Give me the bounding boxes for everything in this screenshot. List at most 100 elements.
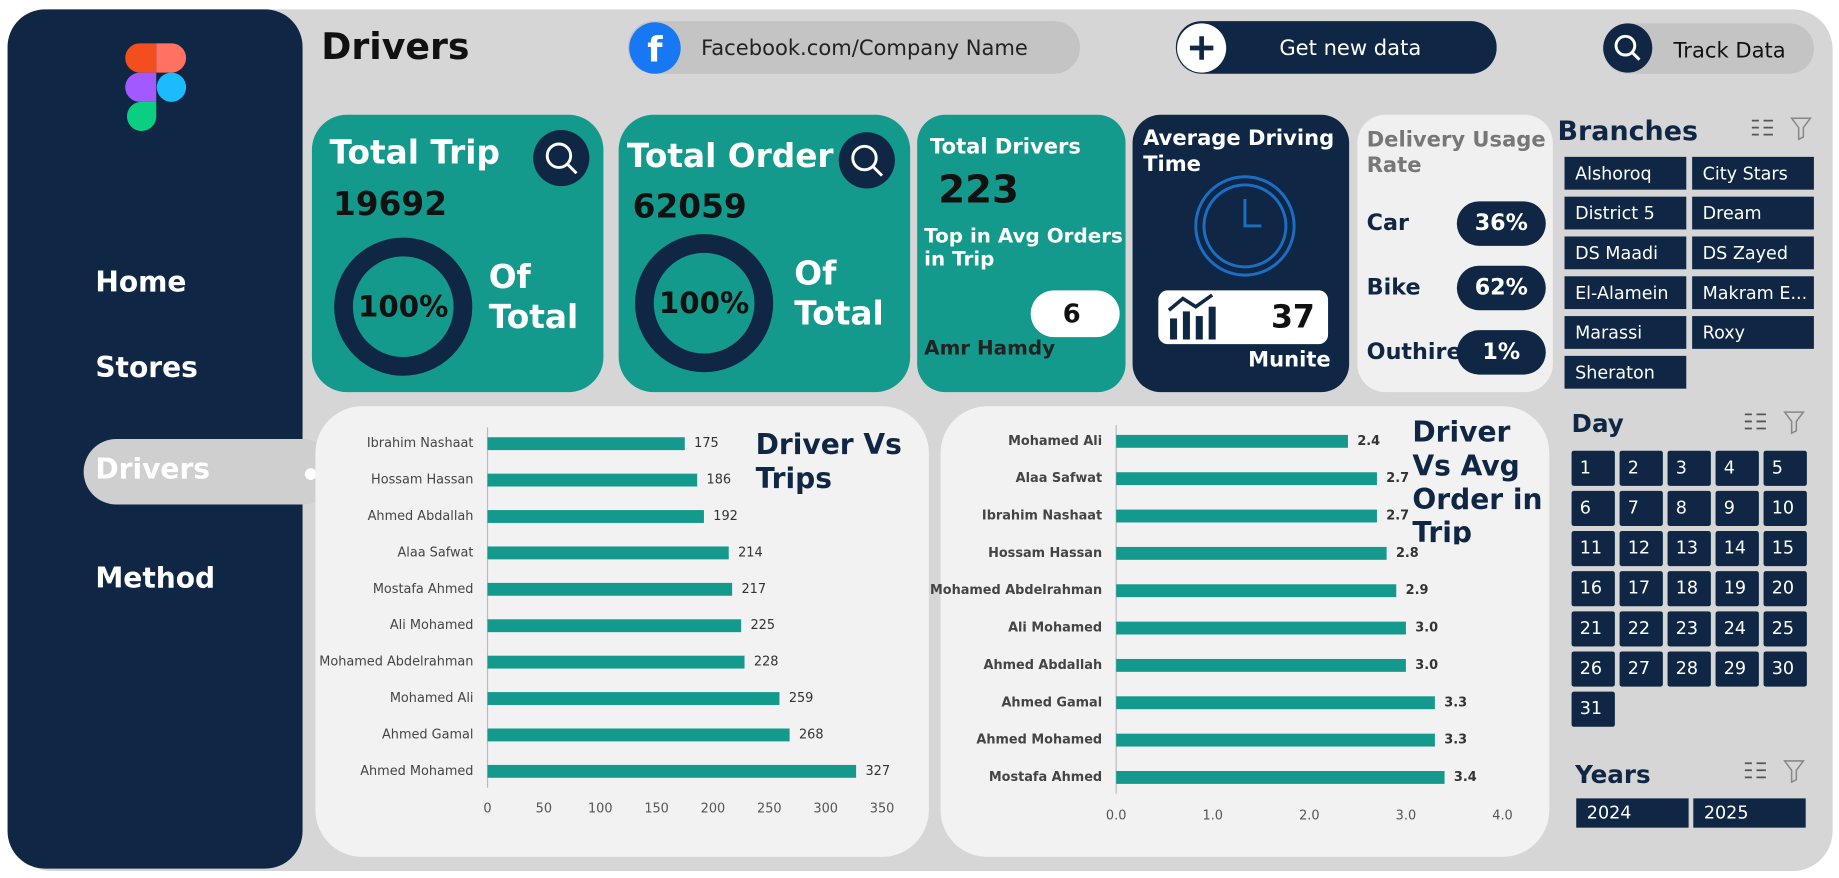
branch-label: City Stars (1703, 164, 1788, 184)
day-label: 12 (1628, 539, 1650, 559)
day-button[interactable] (1571, 490, 1615, 526)
facebook-link: Facebook.com/Company Name (701, 35, 1028, 60)
day-label: 17 (1628, 579, 1650, 599)
day-button[interactable] (1763, 611, 1807, 647)
kpi-note: Of Total (488, 257, 579, 336)
data-label: 3.0 (1415, 658, 1438, 673)
kpi-percent: 100% (659, 286, 749, 320)
slicer-icon (1751, 119, 1773, 136)
branch-button[interactable] (1692, 276, 1814, 310)
usage-value: 1% (1482, 339, 1520, 365)
day-button[interactable] (1763, 651, 1807, 687)
data-label: 2.7 (1386, 509, 1409, 524)
x-tick-label: 0 (483, 801, 491, 816)
y-tick-label: Mohamed Ali (1008, 434, 1102, 449)
day-button[interactable] (1619, 490, 1663, 526)
branch-button[interactable] (1564, 276, 1687, 310)
bar (487, 619, 742, 633)
day-button[interactable] (1715, 531, 1759, 567)
day-button[interactable] (1715, 571, 1759, 607)
year-button[interactable] (1576, 798, 1689, 828)
day-label: 21 (1580, 619, 1602, 639)
branch-button[interactable] (1564, 156, 1687, 190)
bar (1116, 658, 1406, 672)
day-button[interactable] (1763, 450, 1807, 486)
branch-button[interactable] (1692, 236, 1814, 270)
kpi-sublabel-box: Top in Avg Orders in Trip (924, 225, 1123, 272)
day-button[interactable] (1715, 651, 1759, 687)
day-button[interactable] (1571, 571, 1615, 607)
kpi-label-box: Delivery Usage Rate (1367, 128, 1546, 178)
day-button[interactable] (1763, 531, 1807, 567)
data-label: 192 (713, 509, 738, 524)
data-label: 2.7 (1386, 471, 1409, 486)
day-button[interactable] (1571, 531, 1615, 567)
day-button[interactable] (1619, 611, 1663, 647)
data-label: 268 (799, 727, 824, 742)
day-button[interactable] (1715, 611, 1759, 647)
usage-value: 36% (1475, 210, 1528, 236)
usage-name: Car (1367, 210, 1409, 236)
day-button[interactable] (1667, 531, 1711, 567)
x-tick-label: 300 (813, 801, 838, 816)
bar (487, 510, 704, 523)
branch-button[interactable] (1564, 316, 1687, 349)
kpi-unit: Munite (1248, 347, 1331, 372)
day-label: 19 (1724, 579, 1746, 599)
branch-button[interactable] (1692, 156, 1814, 190)
branch-button[interactable] (1692, 316, 1814, 349)
bar (487, 473, 698, 487)
data-label: 217 (741, 582, 766, 597)
nav-item: Home (95, 265, 186, 298)
day-label: 11 (1580, 539, 1602, 559)
day-button[interactable] (1763, 571, 1807, 607)
day-button[interactable] (1667, 611, 1711, 647)
filter-icon (1783, 760, 1805, 784)
branch-button[interactable] (1564, 236, 1687, 270)
y-tick-label: Ahmed Mohamed (360, 764, 473, 779)
chart-title-box: Driver Vs Avg Order in Trip (1412, 416, 1542, 545)
track-button[interactable] (1603, 23, 1814, 74)
day-label: 5 (1772, 458, 1783, 478)
get-data-button[interactable] (1175, 21, 1497, 74)
day-label: 3 (1676, 458, 1687, 478)
day-label: 24 (1724, 619, 1746, 639)
x-tick-label: 0.0 (1106, 808, 1126, 823)
day-button[interactable] (1571, 651, 1615, 687)
day-label: 16 (1580, 579, 1602, 599)
day-button[interactable] (1667, 571, 1711, 607)
branch-button[interactable] (1564, 355, 1687, 389)
day-button[interactable] (1667, 450, 1711, 486)
year-label: 2024 (1587, 804, 1632, 824)
day-button[interactable] (1619, 571, 1663, 607)
day-button[interactable] (1571, 691, 1615, 727)
day-button[interactable] (1619, 450, 1663, 486)
y-tick-label: Mohamed Abdelrahman (319, 655, 473, 670)
data-label: 186 (707, 473, 732, 488)
bar (1116, 771, 1445, 784)
day-button[interactable] (1571, 611, 1615, 647)
day-button[interactable] (1667, 651, 1711, 687)
year-button[interactable] (1693, 798, 1806, 828)
branch-label: Dream (1703, 204, 1762, 224)
data-label: 3.0 (1415, 621, 1438, 636)
day-button[interactable] (1667, 490, 1711, 526)
x-tick-label: 50 (536, 801, 552, 816)
bar (1116, 733, 1435, 747)
bar (1116, 546, 1387, 560)
branch-label: DS Zayed (1703, 244, 1788, 264)
bar (1116, 621, 1406, 635)
data-label: 175 (694, 436, 719, 451)
day-button[interactable] (1715, 450, 1759, 486)
day-button[interactable] (1715, 490, 1759, 526)
facebook-pill[interactable] (628, 21, 1080, 74)
x-tick-label: 4.0 (1492, 808, 1512, 823)
branch-button[interactable] (1692, 196, 1814, 230)
day-button[interactable] (1619, 651, 1663, 687)
day-button[interactable] (1763, 490, 1807, 526)
day-button[interactable] (1571, 450, 1615, 486)
day-button[interactable] (1619, 531, 1663, 567)
branch-button[interactable] (1564, 196, 1687, 230)
kpi-label: Average Driving Time (1143, 126, 1335, 177)
